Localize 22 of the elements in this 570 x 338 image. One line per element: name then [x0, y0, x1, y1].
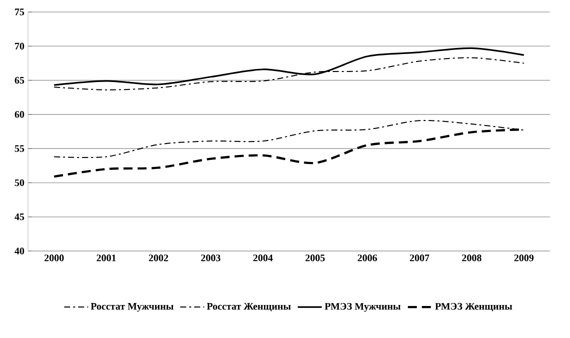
- y-tick-label: 60: [14, 111, 24, 118]
- y-tick-label: 50: [14, 179, 24, 186]
- legend-label: Росстат Женщины: [206, 303, 291, 312]
- legend-label: Росстат Мужчины: [90, 303, 174, 312]
- x-tick-label: 2006: [358, 254, 378, 262]
- x-tick-label: 2004: [253, 254, 273, 262]
- x-tick-label: 2001: [96, 254, 116, 262]
- x-tick-label: 2007: [410, 254, 430, 262]
- y-tick-label: 65: [14, 76, 24, 84]
- x-tick-label: 2009: [514, 254, 534, 262]
- y-tick-label: 55: [14, 145, 24, 152]
- x-tick-label: 2000: [44, 254, 64, 262]
- legend-label: РМЭЗ Женщины: [435, 303, 512, 312]
- y-tick-label: 75: [15, 8, 24, 16]
- x-tick-label: 2003: [201, 254, 220, 262]
- legend-label: РМЭЗ Мужчины: [324, 303, 401, 312]
- y-tick-label: 40: [14, 248, 24, 254]
- x-tick-label: 2002: [148, 254, 168, 262]
- x-tick-label: 2005: [306, 254, 325, 262]
- y-tick-label: 45: [14, 214, 24, 220]
- x-tick-label: 2008: [462, 254, 482, 262]
- y-tick-label: 70: [15, 42, 24, 50]
